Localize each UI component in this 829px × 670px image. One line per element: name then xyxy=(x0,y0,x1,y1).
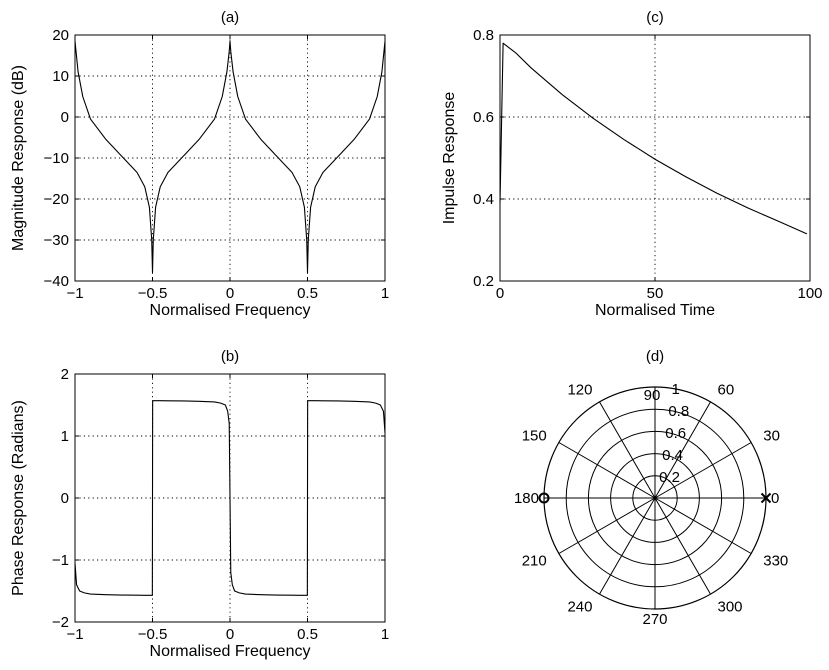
polar-ring xyxy=(632,475,678,521)
polar-spoke xyxy=(654,401,711,499)
y-axis-label: Impulse Response xyxy=(441,92,458,225)
y-axis-label: Phase Response (Radians) xyxy=(10,400,27,596)
polar-ring xyxy=(565,408,745,588)
polar-spoke xyxy=(558,442,656,499)
series-line xyxy=(499,42,808,235)
chart-c: 0 50 100 0.2 0.4 0.6 0.8 (c) Normalised Time Impu… xyxy=(441,9,823,319)
plot-frame xyxy=(499,34,811,282)
chart-a: −1 −0.5 0 0.5 1 −40 −30 −20 −10 0 10 20 (a) Normalise… xyxy=(10,9,389,319)
angle-tick-label: 240 xyxy=(567,598,592,615)
chart-title: (c) xyxy=(646,9,664,26)
angle-tick-label: 180 xyxy=(514,490,539,507)
radial-tick-label: 0.2 xyxy=(659,469,680,486)
series-line xyxy=(74,40,386,274)
x-tick-label: 0.5 xyxy=(297,285,318,302)
y-tick-label: 0 xyxy=(61,490,69,507)
y-tick-label: 10 xyxy=(52,68,69,85)
x-axis-label: Normalised Frequency xyxy=(150,302,311,319)
x-tick-label: 0 xyxy=(226,285,234,302)
x-axis-label: Normalised Frequency xyxy=(150,643,311,660)
x-tick-label: −0.5 xyxy=(138,626,168,643)
y-tick-label: −2 xyxy=(52,614,69,631)
y-tick-label: 2 xyxy=(61,366,69,383)
plot-frame xyxy=(74,373,386,623)
y-tick-label: −1 xyxy=(52,552,69,569)
x-tick-label: 100 xyxy=(797,285,822,302)
radial-tick-label: 0.6 xyxy=(665,425,686,442)
chart-title: (d) xyxy=(646,348,664,365)
y-tick-label: 0.4 xyxy=(473,191,494,208)
y-axis-label: Magnitude Response (dB) xyxy=(10,65,27,251)
x-tick-label: 1 xyxy=(381,285,389,302)
y-tick-label: 20 xyxy=(52,27,69,44)
y-tick-label: −10 xyxy=(44,150,69,167)
plot-area xyxy=(500,35,810,281)
polar-spoke xyxy=(599,497,656,595)
x-tick-label: 0 xyxy=(496,285,504,302)
y-tick-label: −30 xyxy=(44,232,69,249)
x-tick-label: 0 xyxy=(226,626,234,643)
angle-tick-label: 270 xyxy=(642,611,667,628)
polar-spoke xyxy=(558,497,656,554)
angle-tick-label: 30 xyxy=(763,428,780,445)
angle-tick-label: 120 xyxy=(567,382,592,399)
zero-marker xyxy=(538,492,550,504)
x-tick-label: −1 xyxy=(66,626,83,643)
chart-d: (d) 0.2 0.4 0.6 0.8 1 0 30 60 90 120 150 180 210 240 27… xyxy=(514,348,788,628)
angle-tick-label: 300 xyxy=(718,598,743,615)
radial-tick-label: 0.4 xyxy=(662,447,683,464)
radial-tick-label: 1 xyxy=(671,381,679,398)
y-tick-label: 0.6 xyxy=(473,109,494,126)
y-tick-label: 1 xyxy=(61,428,69,445)
polar-spoke xyxy=(654,497,711,595)
series-line xyxy=(74,400,386,596)
angle-tick-label: 210 xyxy=(522,553,547,570)
x-tick-label: 1 xyxy=(381,626,389,643)
polar-ring xyxy=(587,430,723,566)
x-tick-label: −1 xyxy=(66,285,83,302)
x-tick-label: 0.5 xyxy=(297,626,318,643)
angle-tick-label: 90 xyxy=(644,387,661,404)
polar-spoke xyxy=(654,497,752,554)
chart-title: (b) xyxy=(221,348,239,365)
x-tick-label: −0.5 xyxy=(138,285,168,302)
y-tick-label: 0.8 xyxy=(473,27,494,44)
angle-tick-label: 60 xyxy=(718,382,735,399)
x-axis-label: Normalised Time xyxy=(595,302,715,319)
y-tick-label: 0.2 xyxy=(473,273,494,290)
angle-tick-label: 330 xyxy=(763,553,788,570)
radial-tick-label: 0.8 xyxy=(668,403,689,420)
angle-tick-label: 150 xyxy=(522,428,547,445)
polar-spoke xyxy=(654,442,752,499)
y-tick-label: −40 xyxy=(44,273,69,290)
chart-title: (a) xyxy=(221,9,239,26)
pole-marker xyxy=(760,492,772,504)
x-tick-label: 50 xyxy=(647,285,664,302)
polar-spoke xyxy=(599,401,656,499)
polar-ring xyxy=(610,453,700,543)
pole-marker-stroke xyxy=(760,492,772,504)
y-tick-label: 0 xyxy=(61,109,69,126)
y-tick-label: −20 xyxy=(44,191,69,208)
plot-frame xyxy=(74,34,386,282)
angle-tick-label: 0 xyxy=(771,490,779,507)
